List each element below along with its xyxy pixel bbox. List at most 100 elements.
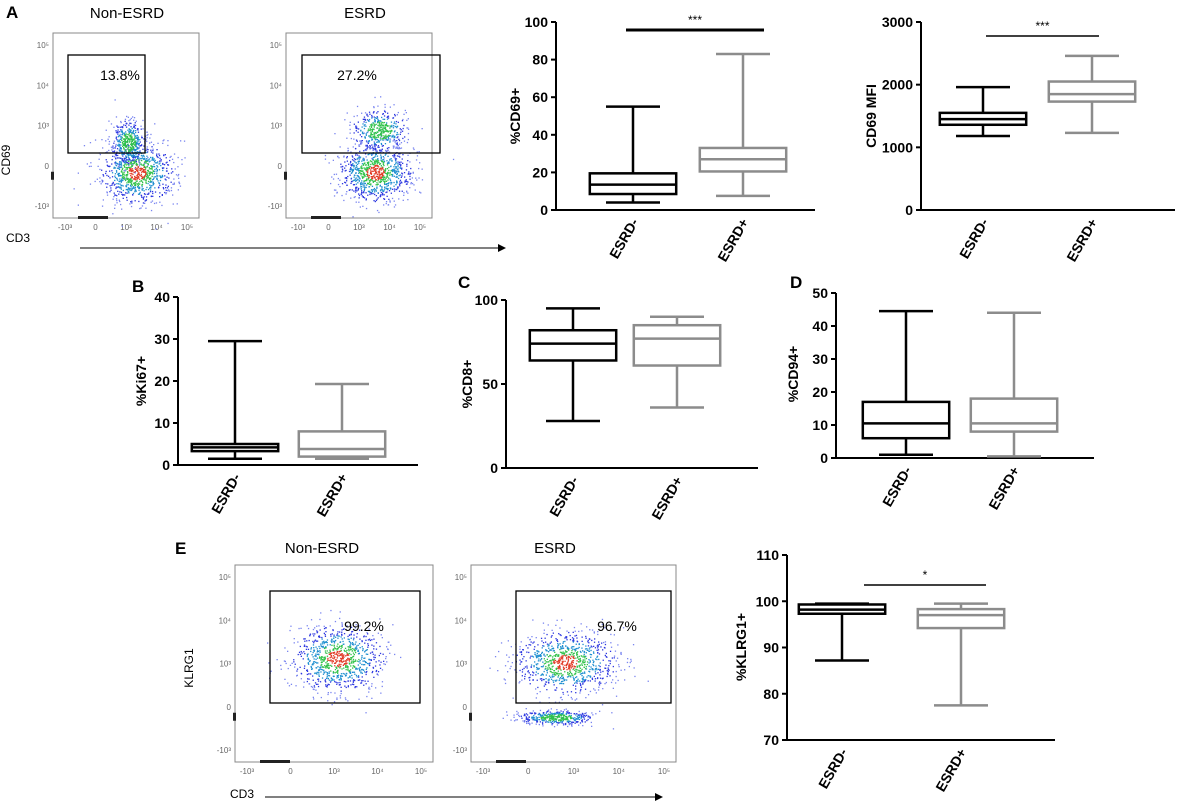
event-dot — [541, 716, 544, 718]
event-dot — [384, 154, 386, 156]
event-dot — [386, 130, 388, 133]
event-dot — [387, 115, 389, 118]
event-dot — [544, 655, 546, 657]
event-dot — [112, 181, 114, 184]
event-dot — [350, 658, 352, 660]
event-dot — [340, 659, 342, 661]
event-dot — [138, 172, 140, 174]
event-dot — [395, 188, 397, 191]
event-dot — [594, 647, 597, 649]
event-dot — [325, 666, 327, 668]
event-dot — [109, 191, 111, 193]
event-dot — [369, 148, 371, 150]
event-dot — [546, 633, 548, 636]
event-dot — [553, 713, 555, 715]
event-dot — [394, 653, 396, 656]
event-dot — [584, 680, 587, 682]
event-dot — [115, 137, 117, 139]
event-dot — [115, 130, 117, 132]
event-dot — [361, 132, 364, 134]
event-dot — [352, 665, 354, 667]
event-dot — [390, 165, 392, 167]
event-dot — [139, 159, 141, 161]
event-dot — [565, 664, 568, 667]
event-dot — [384, 103, 386, 106]
event-dot — [116, 177, 118, 179]
event-dot — [121, 176, 123, 178]
event-dot — [324, 646, 326, 649]
event-dot — [557, 647, 559, 649]
event-dot — [531, 722, 533, 724]
event-dot — [348, 163, 350, 165]
event-dot — [336, 657, 338, 659]
x-tick-label: 10⁵ — [658, 767, 670, 776]
event-dot — [302, 658, 304, 660]
event-dot — [535, 655, 538, 658]
event-dot — [398, 153, 400, 155]
event-dot — [152, 159, 155, 161]
event-dot — [551, 666, 553, 668]
event-dot — [383, 109, 386, 112]
box-iqr — [297, 430, 387, 458]
event-dot — [153, 176, 155, 178]
event-dot — [300, 650, 302, 653]
event-dot — [355, 201, 357, 203]
event-dot — [141, 184, 143, 186]
event-dot — [145, 168, 147, 170]
y-tick-label: 10⁵ — [219, 573, 231, 582]
event-dot — [568, 664, 571, 666]
event-dot — [367, 178, 370, 180]
event-dot — [362, 660, 364, 662]
event-dot — [152, 195, 154, 197]
event-dot — [348, 652, 351, 655]
event-dot — [118, 199, 120, 201]
event-dot — [381, 160, 384, 162]
event-dot — [134, 142, 137, 144]
event-dot — [371, 651, 373, 653]
event-dot — [380, 134, 382, 136]
event-dot — [123, 171, 125, 173]
category-label: ESRD+ — [714, 216, 751, 265]
event-dot — [373, 120, 376, 122]
event-dot — [393, 156, 395, 158]
event-dot — [616, 657, 619, 659]
event-dot — [333, 645, 335, 647]
event-dot — [373, 676, 375, 678]
event-dot — [415, 159, 418, 161]
event-dot — [357, 649, 359, 651]
event-dot — [371, 176, 373, 178]
event-dot — [344, 177, 346, 179]
event-dot — [413, 148, 415, 151]
event-dot — [376, 184, 378, 186]
event-dot — [581, 647, 583, 649]
event-dot — [566, 639, 568, 641]
event-dot — [149, 184, 151, 186]
event-dot — [117, 186, 119, 188]
event-dot — [373, 658, 375, 661]
event-dot — [541, 679, 543, 682]
event-dot — [552, 718, 554, 721]
event-dot — [367, 174, 369, 177]
event-dot — [542, 642, 545, 644]
event-dot — [578, 661, 580, 663]
event-dot — [353, 679, 355, 681]
y-tick-label: 10⁴ — [219, 616, 232, 625]
event-dot — [561, 648, 563, 650]
event-dot — [391, 182, 393, 184]
event-dot — [140, 155, 143, 157]
event-dot — [353, 184, 356, 186]
event-dot — [395, 123, 397, 125]
event-dot — [380, 194, 382, 196]
event-dot — [355, 166, 357, 169]
event-dot — [627, 658, 629, 660]
event-dot — [115, 165, 118, 167]
event-dot — [583, 666, 585, 668]
event-dot — [122, 132, 124, 134]
event-dot — [566, 630, 568, 632]
event-dot — [333, 651, 336, 653]
event-dot — [142, 178, 144, 180]
event-dot — [340, 654, 343, 656]
event-dot — [112, 155, 114, 157]
event-dot — [144, 175, 146, 177]
